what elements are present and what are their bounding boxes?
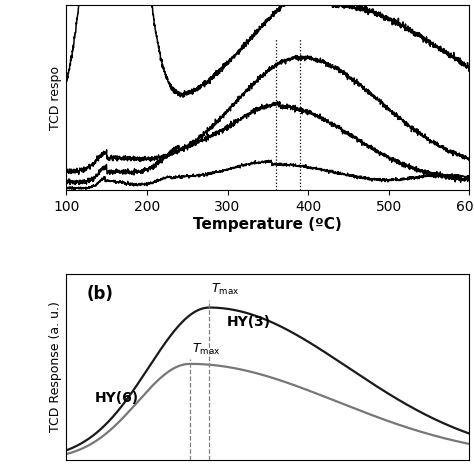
Y-axis label: TCD respo: TCD respo: [49, 65, 62, 129]
Y-axis label: TCD Response (a. u.): TCD Response (a. u.): [49, 301, 62, 432]
Text: $T_{\mathrm{max}}$: $T_{\mathrm{max}}$: [211, 282, 240, 297]
Text: $T_{\mathrm{max}}$: $T_{\mathrm{max}}$: [192, 342, 220, 357]
Text: HY(6): HY(6): [94, 391, 138, 405]
Text: HY(3): HY(3): [227, 315, 271, 329]
Text: (b): (b): [86, 285, 113, 303]
X-axis label: Temperature (ºC): Temperature (ºC): [193, 217, 342, 232]
